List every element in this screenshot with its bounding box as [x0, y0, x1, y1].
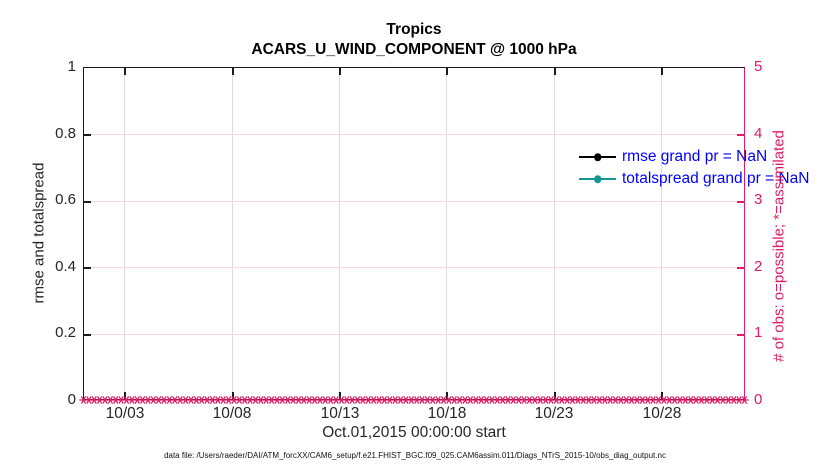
bottom-tick-mark	[339, 392, 341, 399]
plot-title: Tropics	[386, 21, 442, 38]
legend-entry-totalspread: totalspread grand pr = NaN	[579, 168, 809, 190]
left-tick-mark	[84, 134, 91, 136]
bottom-tick-mark	[446, 392, 448, 399]
legend-label: rmse grand pr = NaN	[622, 148, 768, 165]
vertical-gridline	[124, 68, 125, 399]
x-axis-title: Oct.01,2015 00:00:00 start	[322, 424, 506, 441]
asterisk-markers	[79, 396, 749, 404]
xtick-label: 10/18	[427, 405, 467, 422]
totalspread-line-sample	[579, 175, 616, 183]
data-file-caption: data file: /Users/raeder/DAI/ATM_forcXX/…	[164, 451, 666, 460]
left-ytick-label: 0	[67, 391, 76, 408]
left-tick-mark	[84, 267, 91, 269]
rmse-line-sample	[579, 153, 616, 161]
right-ytick-label: 0	[754, 391, 763, 408]
right-ytick-label: 3	[754, 191, 763, 208]
bottom-tick-mark	[124, 392, 126, 399]
vertical-gridline	[339, 68, 340, 399]
horizontal-gridline	[84, 201, 744, 202]
top-tick-mark	[232, 68, 234, 75]
right-ytick-label: 5	[754, 58, 763, 75]
xtick-label: 10/03	[105, 405, 145, 422]
right-tick-mark	[737, 334, 744, 336]
legend-entry-rmse: rmse grand pr = NaN	[579, 146, 809, 168]
legend-label: totalspread grand pr = NaN	[622, 170, 810, 187]
right-ytick-label: 4	[754, 125, 763, 142]
left-axis-title: rmse and totalspread	[30, 162, 48, 304]
xtick-label: 10/08	[212, 405, 252, 422]
right-tick-mark	[737, 201, 744, 203]
right-tick-mark	[737, 267, 744, 269]
horizontal-gridline	[84, 267, 744, 268]
rmse-marker-dot	[593, 153, 602, 161]
left-tick-mark	[84, 334, 91, 336]
bottom-tick-mark	[232, 392, 234, 399]
legend: rmse grand pr = NaN totalspread grand pr…	[579, 146, 809, 190]
xtick-label: 10/28	[642, 405, 682, 422]
right-tick-mark	[737, 134, 744, 136]
bottom-tick-mark	[554, 392, 556, 399]
bottom-tick-mark	[661, 392, 663, 399]
right-ytick-label: 1	[754, 324, 763, 341]
totalspread-marker-dot	[593, 175, 602, 183]
left-tick-mark	[84, 201, 91, 203]
horizontal-gridline	[84, 334, 744, 335]
right-ytick-label: 2	[754, 258, 763, 275]
horizontal-gridline	[84, 134, 744, 135]
vertical-gridline	[661, 68, 662, 399]
left-ytick-label: 0.6	[55, 191, 76, 208]
left-ytick-label: 0.8	[55, 125, 76, 142]
top-tick-mark	[124, 68, 126, 75]
left-ytick-label: 1	[67, 58, 76, 75]
plot-area: rmse grand pr = NaN totalspread grand pr…	[83, 67, 809, 400]
left-ytick-label: 0.4	[55, 258, 76, 275]
right-axis-title: # of obs: o=possible; *=assimilated	[770, 130, 788, 362]
top-tick-mark	[446, 68, 448, 75]
xtick-label: 10/13	[320, 405, 360, 422]
vertical-gridline	[446, 68, 447, 399]
top-tick-mark	[339, 68, 341, 75]
top-tick-mark	[554, 68, 556, 75]
xtick-label: 10/23	[534, 405, 574, 422]
vertical-gridline	[232, 68, 233, 399]
vertical-gridline	[554, 68, 555, 399]
plot-subtitle: ACARS_U_WIND_COMPONENT @ 1000 hPa	[251, 41, 577, 58]
left-ytick-label: 0.2	[55, 324, 76, 341]
obs-count-marker-band	[79, 396, 749, 404]
top-tick-mark	[661, 68, 663, 75]
